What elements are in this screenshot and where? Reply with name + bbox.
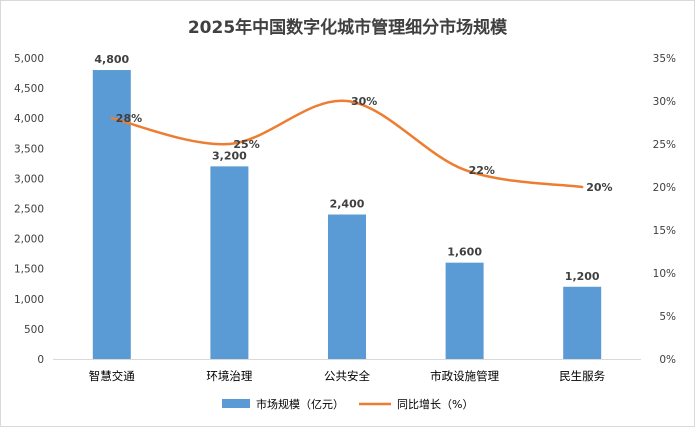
- y-left-tick-label: 500: [24, 324, 44, 336]
- category-label: 民生服务: [559, 369, 605, 383]
- legend-label-bar: 市场规模（亿元）: [256, 397, 344, 411]
- bar: [210, 166, 249, 359]
- y-right-tick-label: 5%: [659, 311, 676, 323]
- y-right-tick-label: 15%: [653, 225, 676, 237]
- y-left-tick-label: 0: [37, 354, 44, 366]
- bar-value-label: 2,400: [330, 198, 365, 211]
- y-left-tick-label: 1,500: [14, 264, 44, 276]
- bar-value-label: 1,600: [447, 246, 482, 259]
- chart-title: 2025年中国数字化城市管理细分市场规模: [187, 18, 508, 38]
- bar-value-label: 1,200: [565, 270, 600, 283]
- bar: [445, 262, 484, 359]
- bar: [563, 286, 602, 359]
- legend: 市场规模（亿元） 同比增长（%）: [222, 397, 473, 411]
- y-left-tick-label: 3,500: [14, 143, 44, 155]
- y-left-tick-label: 2,500: [14, 204, 44, 216]
- right-axis: 0% 5% 10% 15% 20% 25% 30% 35%: [653, 53, 676, 366]
- bar-value-label: 3,200: [212, 149, 247, 162]
- y-right-tick-label: 0%: [659, 354, 676, 366]
- bar-series: 4,800 3,200 2,400 1,600 1,200: [92, 53, 602, 359]
- line-point-label: 20%: [586, 181, 612, 194]
- y-right-tick-label: 20%: [653, 182, 676, 194]
- y-left-tick-label: 2,000: [14, 234, 44, 246]
- bar-value-label: 4,800: [94, 53, 129, 66]
- y-left-tick-label: 4,000: [14, 113, 44, 125]
- growth-line: [110, 99, 584, 189]
- y-right-tick-label: 10%: [653, 268, 676, 280]
- y-left-tick-label: 5,000: [14, 53, 44, 65]
- category-label: 市政设施管理: [430, 369, 499, 383]
- y-right-tick-label: 30%: [653, 96, 676, 108]
- y-left-tick-label: 4,500: [14, 83, 44, 95]
- line-point-label: 30%: [351, 95, 377, 108]
- legend-label-line: 同比增长（%）: [397, 397, 473, 411]
- y-left-tick-label: 1,000: [14, 294, 44, 306]
- category-axis: 智慧交通 环境治理 公共安全 市政设施管理 民生服务: [53, 359, 641, 383]
- y-right-tick-label: 35%: [653, 53, 676, 65]
- category-label: 智慧交通: [89, 369, 135, 383]
- line-point-label: 22%: [469, 164, 495, 177]
- line-point-label: 25%: [233, 138, 259, 151]
- y-left-tick-label: 3,000: [14, 173, 44, 185]
- bar: [328, 214, 366, 359]
- category-label: 公共安全: [324, 369, 370, 383]
- legend-swatch-bar: [222, 399, 250, 408]
- left-axis: 0 500 1,000 1,500 2,000 2,500 3,000 3,500 4,000 4…: [14, 53, 44, 366]
- line-point-label: 28%: [116, 112, 142, 125]
- category-label: 环境治理: [206, 369, 252, 383]
- line-series: 28% 25% 30% 22% 20%: [110, 95, 613, 194]
- y-right-tick-label: 25%: [653, 139, 676, 151]
